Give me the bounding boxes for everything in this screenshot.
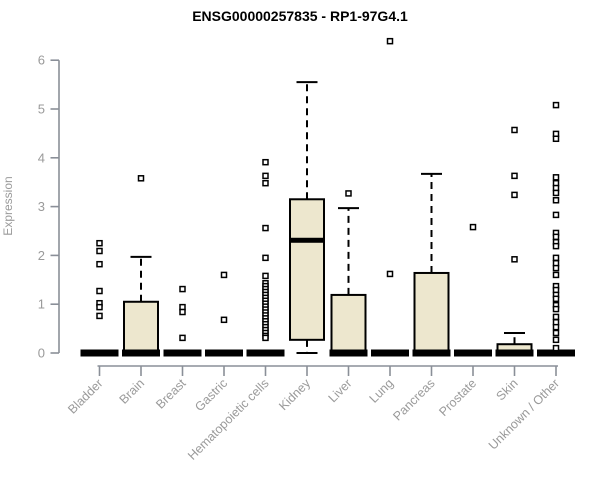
median-bar <box>205 349 243 357</box>
outlier-point <box>552 323 560 331</box>
outlier-point <box>552 233 560 241</box>
y-tick-label: 1 <box>38 297 45 312</box>
x-tick-label: Breast <box>153 376 189 412</box>
median-bar <box>122 349 160 357</box>
x-tick-label: Pancreas <box>390 376 437 423</box>
x-tick-label: Brain <box>117 376 148 407</box>
outlier-point <box>552 313 560 321</box>
outlier-point <box>96 239 103 247</box>
outlier-point <box>386 270 394 278</box>
outlier-point <box>262 254 269 262</box>
outlier-point <box>262 272 269 280</box>
outlier-point <box>552 305 560 313</box>
outlier-point <box>96 247 103 255</box>
y-tick-label: 5 <box>38 102 45 117</box>
median-bar <box>495 349 534 357</box>
outlier-point <box>552 101 560 109</box>
outlier-point <box>262 334 269 342</box>
median-bar <box>80 349 119 357</box>
outlier-point <box>552 329 560 337</box>
outlier-point <box>552 242 560 250</box>
x-tick-label: Liver <box>326 376 355 405</box>
outlier-point <box>96 287 103 295</box>
x-tick-label: Skin <box>494 376 521 403</box>
outlier-point <box>511 126 518 134</box>
outlier-point <box>552 336 560 344</box>
outlier-point <box>552 211 560 219</box>
outlier-point <box>511 172 518 180</box>
y-tick-label: 6 <box>38 53 45 68</box>
median-bar <box>371 349 409 357</box>
outlier-point <box>96 260 103 268</box>
median-bar <box>329 349 368 357</box>
outlier-point <box>345 190 352 197</box>
outlier-point <box>552 135 560 143</box>
outlier-point <box>469 223 477 231</box>
median-bar <box>163 349 202 357</box>
y-tick-label: 0 <box>38 346 45 361</box>
box <box>413 271 450 354</box>
box <box>289 198 325 341</box>
outlier-point <box>220 271 228 279</box>
median-bar <box>289 237 325 243</box>
box <box>123 300 159 355</box>
x-tick-label: Kidney <box>276 376 313 413</box>
outlier-point <box>552 254 560 262</box>
x-tick-label: Bladder <box>65 376 105 416</box>
x-tick-label: Prostate <box>436 376 479 419</box>
outlier-point <box>511 256 518 263</box>
median-bar <box>454 349 492 357</box>
outlier-point <box>552 189 560 197</box>
outlier-point <box>179 334 186 342</box>
median-bar <box>412 349 451 357</box>
x-tick-label: Hematopoietic cells <box>185 376 272 463</box>
outlier-point <box>552 344 560 352</box>
outlier-point <box>96 303 103 311</box>
outlier-point <box>220 316 228 324</box>
y-tick-label: 2 <box>38 248 45 263</box>
outlier-point <box>552 197 560 204</box>
outlier-point <box>179 308 186 316</box>
outlier-point <box>179 285 186 293</box>
x-tick-label: Lung <box>367 376 397 406</box>
outlier-point <box>552 295 560 303</box>
outlier-point <box>262 158 269 166</box>
outlier-point <box>552 174 560 181</box>
box <box>330 293 367 355</box>
outlier-point <box>262 224 269 232</box>
median-bar <box>537 349 575 357</box>
chart-title: ENSG00000257835 - RP1-97G4.1 <box>192 8 408 24</box>
outlier-point <box>262 172 269 180</box>
outlier-point <box>552 264 560 272</box>
outlier-point <box>511 191 518 199</box>
outlier-point <box>386 37 394 45</box>
y-tick-label: 3 <box>38 199 45 214</box>
x-tick-label: Unknown / Other <box>486 376 562 452</box>
outlier-point <box>96 312 103 320</box>
outlier-point <box>552 271 560 279</box>
median-bar <box>246 349 285 357</box>
outlier-point <box>262 179 269 187</box>
x-tick-label: Gastric <box>192 376 230 414</box>
outlier-point <box>137 175 145 182</box>
y-tick-label: 4 <box>38 150 45 165</box>
